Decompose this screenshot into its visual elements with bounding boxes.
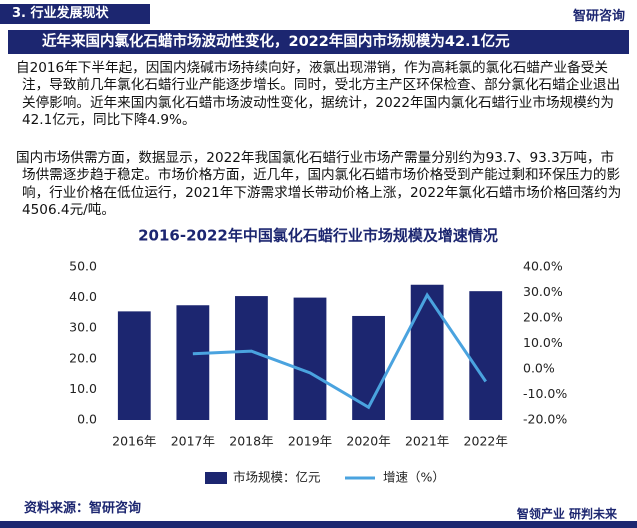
y-tick-label: 0.0 (77, 412, 97, 427)
y2-tick-label: 40.0% (523, 259, 563, 274)
x-tick-label: 2018年 (229, 434, 273, 449)
x-tick-label: 2016年 (112, 434, 156, 449)
y2-tick-label: 20.0% (523, 310, 563, 325)
growth-line (192, 292, 487, 410)
bottom-strip (0, 521, 637, 528)
bar (176, 305, 210, 420)
legend-label: 增速（%） (383, 470, 445, 485)
y-tick-label: 20.0 (69, 350, 97, 365)
y2-tick-label: -20.0% (523, 412, 567, 427)
section-tab: 3. 行业发展现状 (0, 4, 150, 24)
x-tick-label: 2021年 (405, 434, 449, 449)
y-tick-label: 40.0 (69, 289, 97, 304)
y-tick-label: 30.0 (69, 320, 97, 335)
legend-label: 市场规模：亿元 (233, 470, 321, 485)
paragraph: 国内市场供需方面，数据显示，2022年我国氯化石蜡行业市场产需量分别约为93.7… (16, 150, 622, 218)
bar (410, 284, 444, 420)
bar (352, 315, 385, 420)
legend-swatch (205, 472, 227, 484)
y-tick-label: 10.0 (69, 381, 97, 396)
y2-tick-label: 0.0% (523, 361, 555, 376)
banner: 近年来国内氯化石蜡市场波动性变化，2022年国内市场规模为42.1亿元 (8, 30, 629, 54)
y2-tick-label: -10.0% (523, 386, 567, 401)
bar (469, 291, 503, 420)
x-tick-label: 2017年 (171, 434, 215, 449)
y-tick-label: 50.0 (69, 259, 97, 274)
y2-tick-label: 10.0% (523, 335, 563, 350)
footer: 智领产业 研判未来 (516, 507, 617, 521)
x-tick-label: 2020年 (346, 434, 390, 449)
y2-tick-label: 30.0% (523, 284, 563, 299)
x-tick-label: 2022年 (464, 434, 508, 449)
bar (235, 296, 268, 420)
paragraph: 自2016年下半年起，因国内烧碱市场持续向好，液氯出现滞销，作为高耗氯的氯化石蜡… (16, 60, 621, 128)
x-tick-label: 2019年 (288, 434, 332, 449)
logo: 智研咨询 (572, 9, 625, 24)
source: 资料来源：智研咨询 (24, 501, 142, 516)
bar (117, 311, 151, 420)
bar (293, 297, 327, 420)
chart-title: 2016-2022年中国氯化石蜡行业市场规模及增速情况 (138, 227, 498, 245)
